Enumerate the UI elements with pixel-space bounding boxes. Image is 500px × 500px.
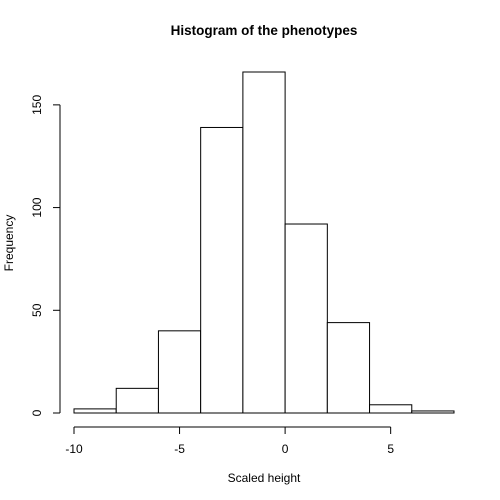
histogram-bar-3 (200, 126, 244, 414)
histogram-bar-7 (369, 404, 413, 414)
bars-group (73, 71, 455, 414)
x-axis-label: Scaled height (228, 471, 301, 485)
y-tick-label-1: 50 (30, 303, 44, 317)
histogram-bar-8 (411, 410, 455, 414)
histogram-bar-0 (73, 408, 117, 414)
histogram-bar-5 (284, 223, 328, 414)
y-axis: 0 50 100 150 (30, 95, 61, 416)
x-tick-label-2: 0 (282, 442, 289, 456)
y-tick-label-2: 100 (30, 197, 44, 217)
histogram-bar-4 (242, 71, 286, 414)
x-tick-label-3: 5 (387, 442, 394, 456)
y-axis-label: Frequency (2, 215, 16, 272)
x-axis: -10 -5 0 5 (65, 426, 394, 456)
y-tick-label-3: 150 (30, 95, 44, 115)
histogram-bar-1 (115, 387, 159, 414)
histogram-bar-6 (326, 322, 371, 414)
y-tick-label-0: 0 (30, 409, 44, 416)
x-tick-label-1: -5 (174, 442, 185, 456)
histogram-bar-2 (157, 330, 202, 414)
x-tick-label-0: -10 (65, 442, 83, 456)
chart-title: Histogram of the phenotypes (171, 23, 358, 38)
